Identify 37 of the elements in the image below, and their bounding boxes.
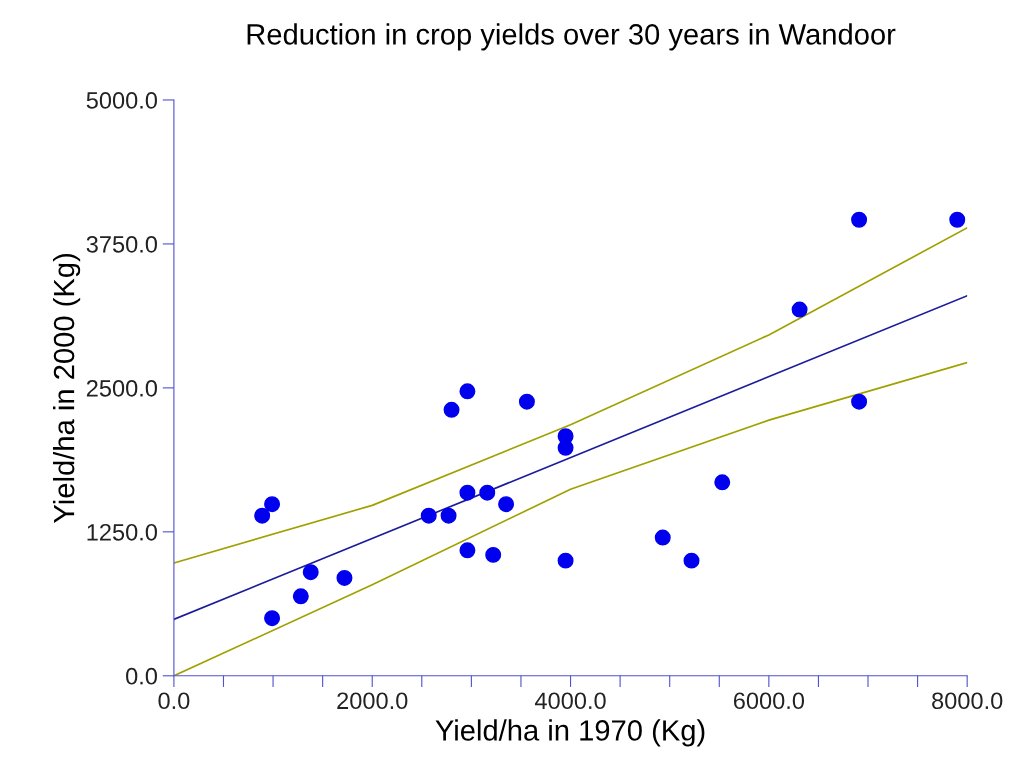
x-tick-label: 0.0 <box>158 692 190 710</box>
point <box>440 507 457 524</box>
point <box>498 496 515 513</box>
point <box>485 546 502 563</box>
point <box>254 507 271 524</box>
point <box>459 383 476 400</box>
point <box>459 542 476 559</box>
point <box>443 401 460 418</box>
y-tick-label: 5000.0 <box>86 92 158 109</box>
x-tick-label: 8000.0 <box>932 692 1003 710</box>
point <box>518 393 535 410</box>
point <box>420 507 437 524</box>
point <box>302 564 319 581</box>
point <box>851 393 868 410</box>
x-tick-label: 6000.0 <box>733 692 805 710</box>
point <box>479 484 496 501</box>
y-axis-title: Yield/ha in 2000 (Kg) <box>52 254 81 523</box>
point <box>851 211 868 228</box>
point <box>292 588 309 605</box>
point <box>949 211 966 228</box>
point <box>264 496 281 513</box>
point <box>557 552 574 569</box>
y-tick-label: 1250.0 <box>87 523 158 541</box>
y-tick-label: 3750.0 <box>86 236 158 253</box>
x-tick-label: 4000.0 <box>534 692 606 710</box>
y-tick-label: 0.0 <box>126 667 158 685</box>
y-tick-label: 2500.0 <box>86 379 158 397</box>
chart-title: Reduction in crop yields over 30 years in Wandoor <box>247 23 896 51</box>
x-tick-label: 2000.0 <box>337 692 408 710</box>
x-axis-title: Yield/ha in 1970 (Kg) <box>435 719 705 747</box>
point <box>336 569 353 586</box>
point <box>714 474 731 491</box>
point <box>264 610 281 627</box>
point <box>683 552 700 569</box>
point <box>654 529 671 546</box>
point <box>459 484 476 501</box>
point <box>791 301 808 318</box>
